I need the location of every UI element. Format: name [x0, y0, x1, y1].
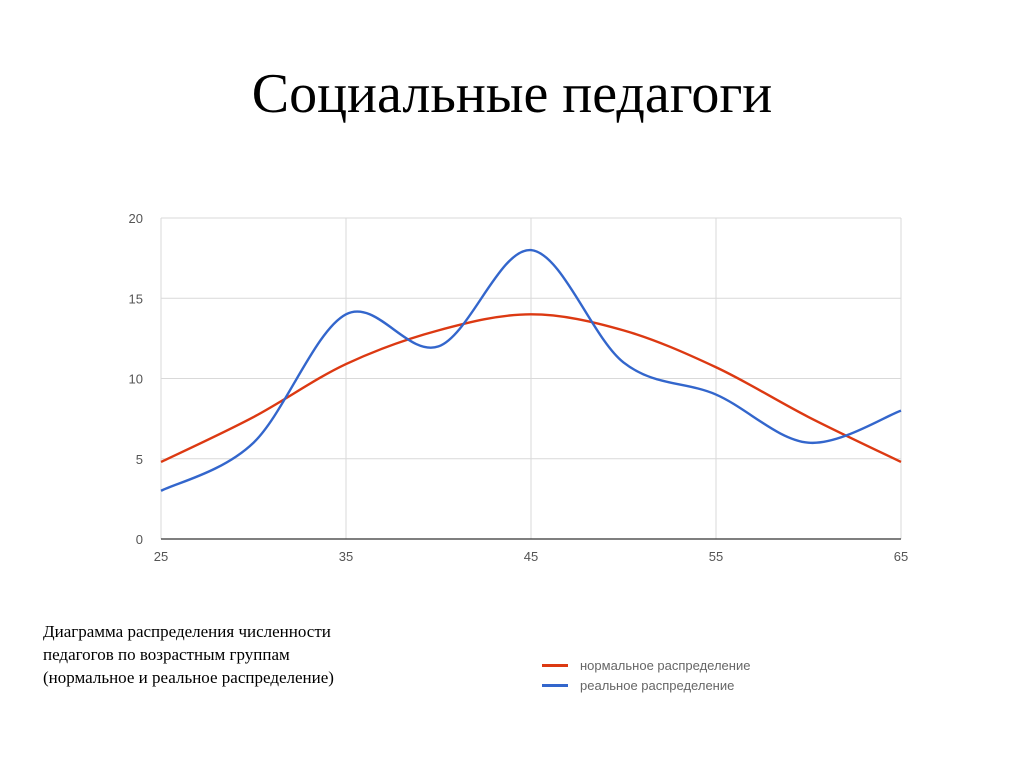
chart-grid — [160, 217, 902, 539]
chart-legend: нормальное распределение реальное распре… — [542, 655, 750, 695]
legend-item-real: реальное распределение — [542, 675, 750, 695]
y-tick-label: 20 — [129, 211, 143, 226]
chart-caption: Диаграмма распределения численности педа… — [43, 620, 463, 689]
line-chart: 0 5 10 15 20 25 35 45 55 65 — [129, 211, 909, 564]
real-distribution-line — [160, 248, 902, 492]
x-tick-label: 65 — [894, 549, 908, 564]
x-tick-label: 55 — [709, 549, 723, 564]
chart-series — [160, 248, 902, 492]
caption-line-3: (нормальное и реальное распределение) — [43, 668, 334, 687]
legend-label: реальное распределение — [580, 677, 735, 693]
y-tick-label: 10 — [129, 372, 143, 387]
x-tick-label: 25 — [154, 549, 168, 564]
x-tick-label: 45 — [524, 549, 538, 564]
y-tick-label: 0 — [136, 532, 143, 547]
x-tick-label: 35 — [339, 549, 353, 564]
legend-label: нормальное распределение — [580, 657, 751, 673]
legend-swatch-normal-icon — [542, 663, 568, 667]
y-tick-label: 5 — [136, 452, 143, 467]
caption-line-2: педагогов по возрастным группам — [43, 645, 290, 664]
chart-axes: 0 5 10 15 20 25 35 45 55 65 — [129, 211, 909, 564]
legend-swatch-real-icon — [542, 683, 568, 687]
normal-distribution-line — [160, 313, 902, 464]
caption-line-1: Диаграмма распределения численности — [43, 622, 331, 641]
slide-title: Социальные педагоги — [251, 63, 773, 125]
legend-item-normal: нормальное распределение — [542, 655, 750, 675]
y-tick-label: 15 — [129, 291, 143, 306]
